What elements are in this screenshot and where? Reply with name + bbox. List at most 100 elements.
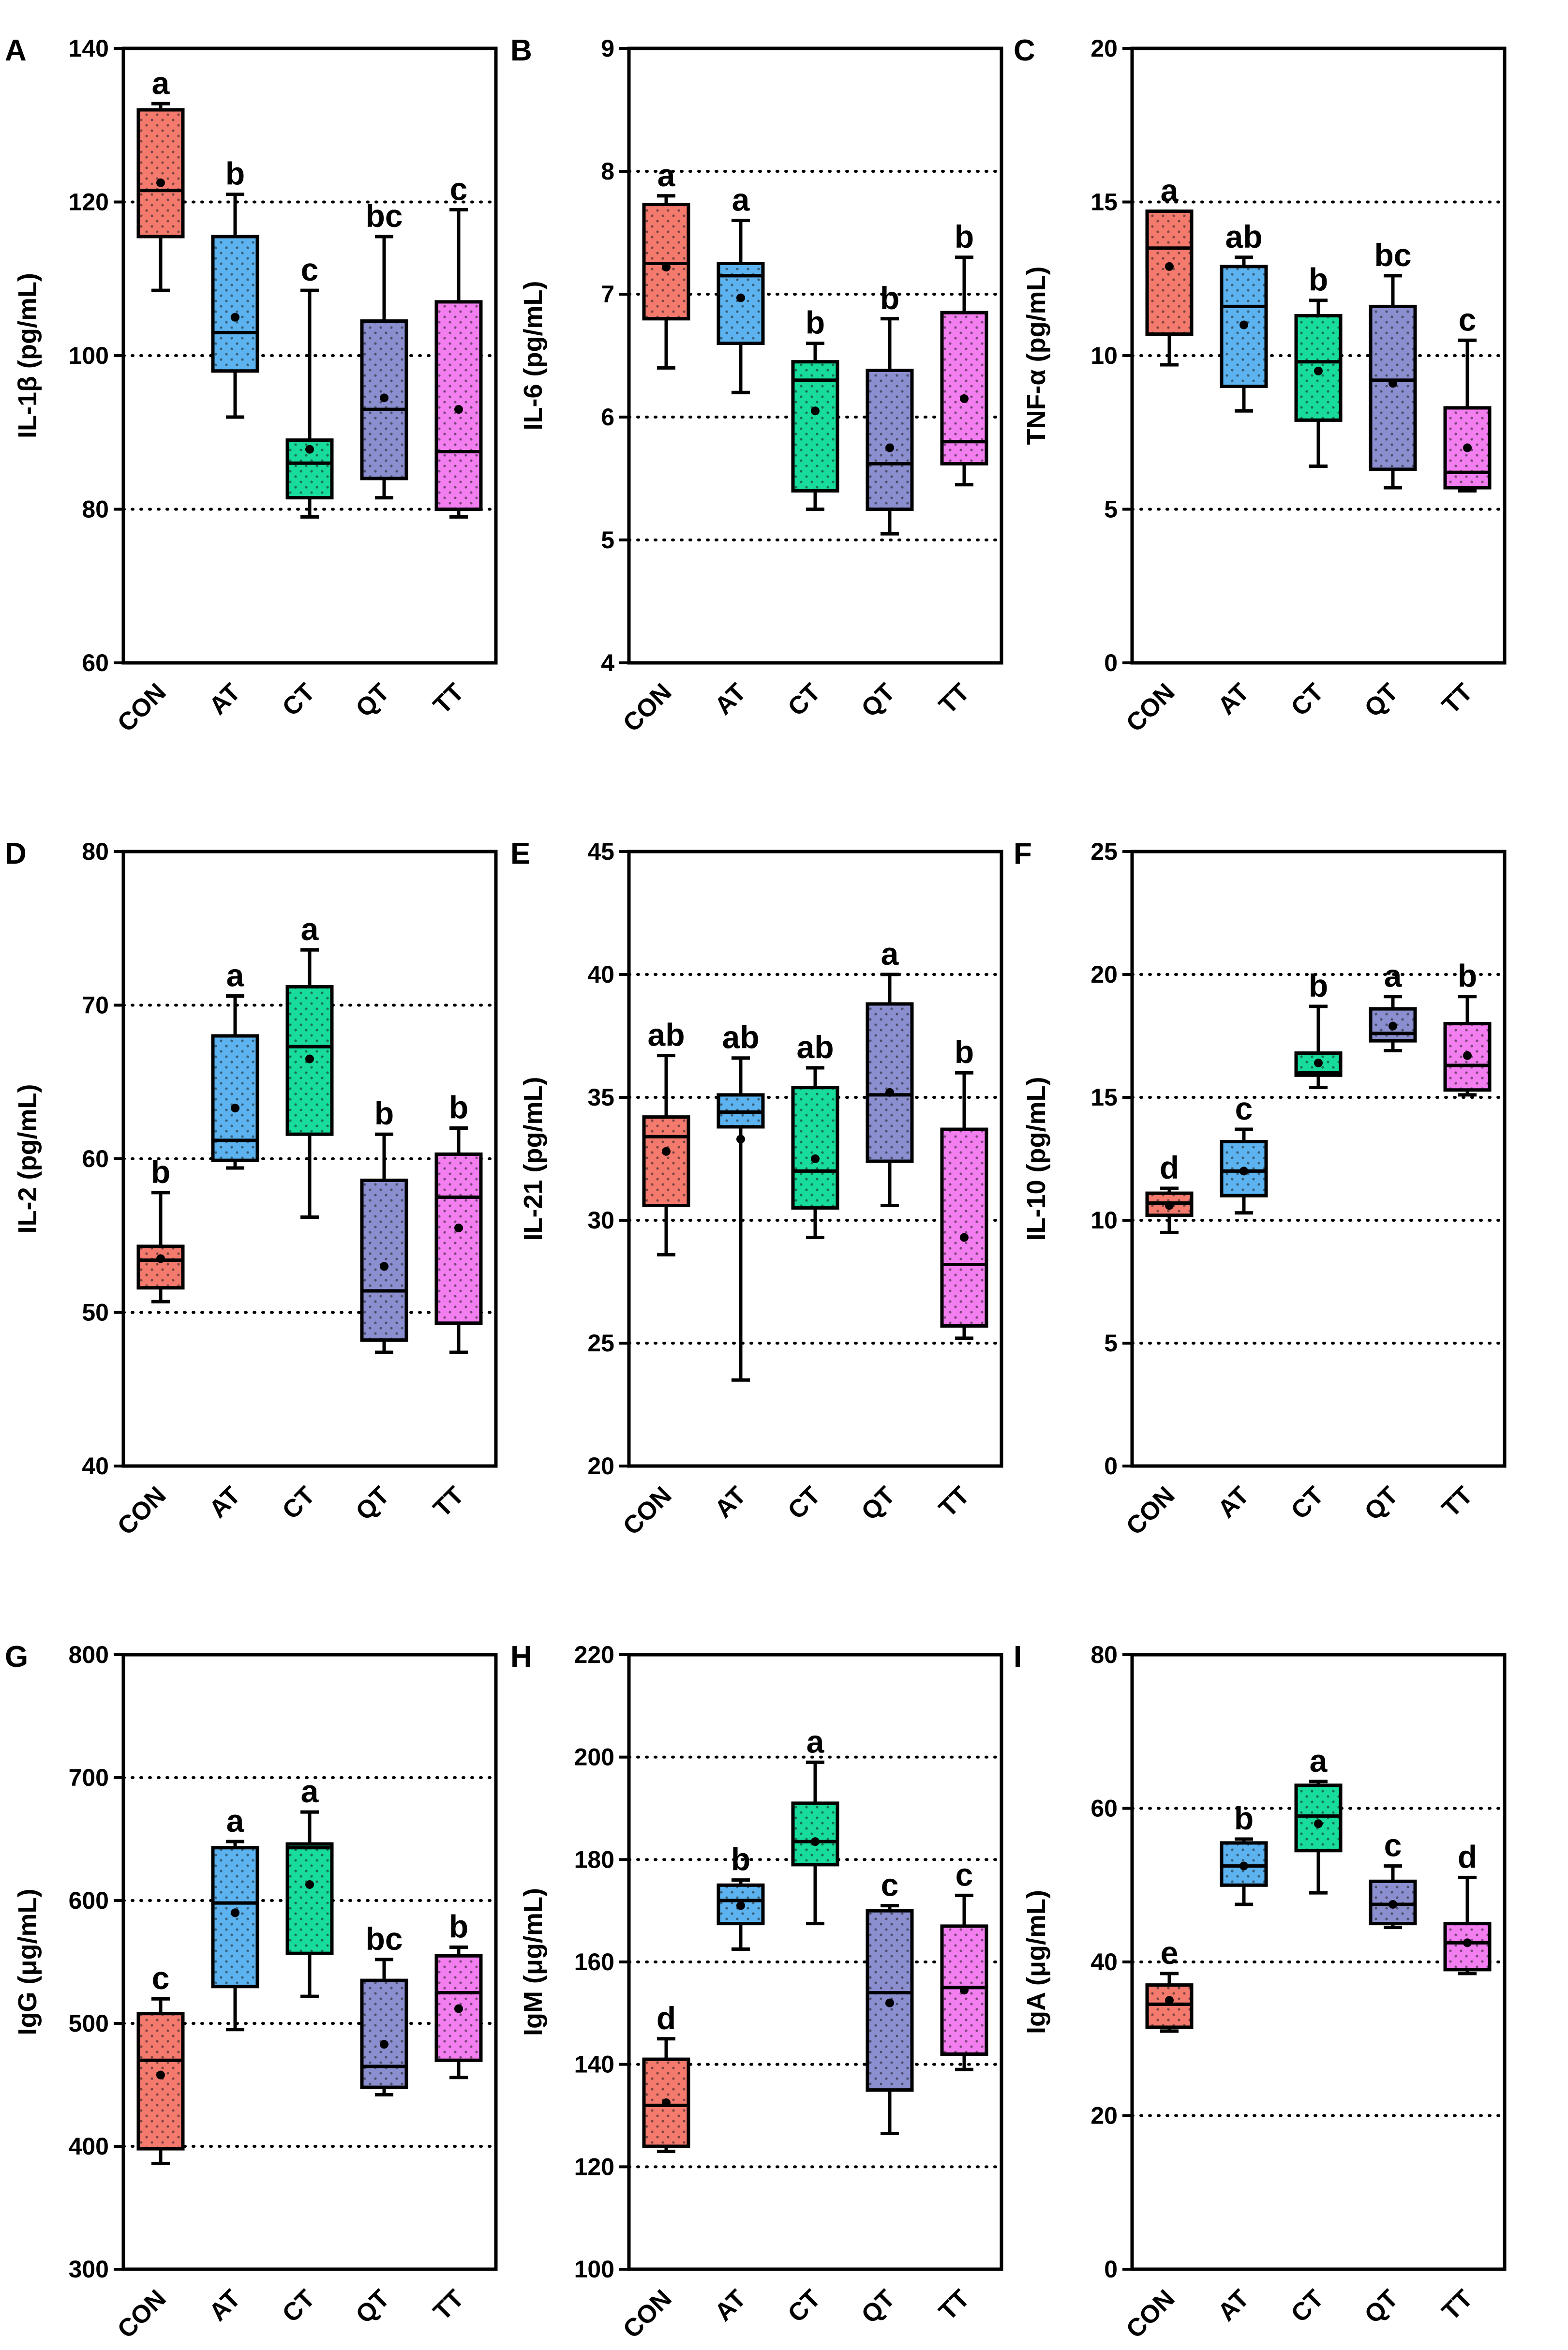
box-tt: b xyxy=(434,1909,483,2080)
y-axis-label: IgA (μg/mL) xyxy=(1022,1890,1051,2034)
panel-f: F IL-10 (pg/mL) 0 5 10 15 20 25 d c b a b CON AT CT QT TT xyxy=(1014,837,1507,1541)
mean-marker xyxy=(231,313,239,322)
mean-marker xyxy=(305,1880,314,1889)
plot-frame xyxy=(627,850,1003,1468)
significance-letter: b xyxy=(151,1154,170,1190)
box-tt: d xyxy=(1443,1839,1492,1976)
significance-letter: b xyxy=(449,1090,468,1125)
panel-d: D IL-2 (pg/mL) 40 50 60 70 80 b a a b b CON AT CT QT TT xyxy=(5,837,498,1541)
y-tick-label: 100 xyxy=(69,342,109,369)
x-tick-label: TT xyxy=(428,1481,470,1523)
mean-marker xyxy=(1463,1938,1472,1947)
panel-label: G xyxy=(5,1640,28,1674)
y-axis-label: IL-1β (pg/mL) xyxy=(13,273,42,438)
box-qt: b xyxy=(360,1095,408,1354)
box-outline xyxy=(285,438,334,500)
y-axis-label: IL-6 (pg/mL) xyxy=(519,281,548,431)
box-texture xyxy=(793,361,837,491)
box-outline xyxy=(1369,304,1417,471)
significance-letter: d xyxy=(1160,1150,1179,1185)
y-tick-label: 60 xyxy=(82,649,109,676)
box-texture xyxy=(942,313,986,464)
significance-letter: b xyxy=(374,1095,394,1131)
significance-letter: a xyxy=(657,157,676,193)
box-qt: c xyxy=(1369,1827,1417,1930)
y-tick-label: 10 xyxy=(1090,1207,1118,1234)
panel-label: H xyxy=(510,1640,532,1674)
box-texture xyxy=(793,1803,837,1865)
box-outline xyxy=(360,1978,408,2089)
box-outline xyxy=(136,2012,185,2151)
y-tick-label: 15 xyxy=(1090,189,1118,216)
y-tick-label: 10 xyxy=(1090,342,1118,369)
box-outline xyxy=(1220,1139,1268,1197)
mean-marker xyxy=(960,1233,969,1242)
significance-letter: bc xyxy=(1374,237,1411,273)
box-qt: bc xyxy=(360,1921,408,2096)
y-tick-label: 5 xyxy=(1104,1330,1118,1357)
mean-marker xyxy=(736,1901,745,1910)
mean-marker xyxy=(1463,1051,1472,1060)
box-tt: b xyxy=(1443,958,1492,1097)
y-tick-label: 80 xyxy=(82,496,109,523)
box-ct: b xyxy=(791,305,839,511)
y-tick-label: 180 xyxy=(574,1846,614,1873)
mean-marker xyxy=(1314,1058,1323,1067)
significance-letter: a xyxy=(1310,1743,1328,1779)
box-at: b xyxy=(717,1841,765,1951)
box-con: a xyxy=(642,157,690,370)
significance-letter: d xyxy=(657,2000,676,2036)
box-tt: b xyxy=(940,219,988,487)
box-at: a xyxy=(717,182,765,394)
x-tick-label: CT xyxy=(782,678,826,721)
x-tick-label: QT xyxy=(350,1481,395,1526)
y-axis-label: IL-2 (pg/mL) xyxy=(13,1084,42,1234)
mean-marker xyxy=(156,1254,165,1263)
x-tick-label: TT xyxy=(428,678,470,719)
x-tick-label: TT xyxy=(1437,2284,1478,2326)
significance-letter: a xyxy=(1384,958,1403,994)
y-tick-label: 80 xyxy=(1090,1641,1118,1668)
panel-label: D xyxy=(5,837,27,870)
box-outline xyxy=(1443,406,1492,490)
y-tick-label: 500 xyxy=(69,2010,109,2037)
mean-marker xyxy=(1389,1900,1397,1909)
y-tick-label: 600 xyxy=(69,1887,109,1914)
box-outline xyxy=(434,300,483,511)
significance-letter: b xyxy=(1234,1800,1254,1836)
mean-marker xyxy=(811,1837,820,1846)
box-outline xyxy=(1145,210,1194,336)
box-outline xyxy=(434,1152,483,1325)
y-tick-label: 25 xyxy=(1090,838,1118,865)
y-tick-label: 5 xyxy=(1104,496,1118,523)
x-tick-label: CT xyxy=(277,1481,320,1525)
box-outline xyxy=(866,1002,914,1163)
y-tick-label: 7 xyxy=(601,281,614,308)
box-ct: a xyxy=(1294,1743,1343,1895)
box-con: d xyxy=(642,2000,690,2154)
box-con: e xyxy=(1145,1935,1194,2033)
significance-letter: b xyxy=(955,1034,974,1070)
box-texture xyxy=(644,1117,688,1206)
mean-marker xyxy=(156,178,165,187)
box-texture xyxy=(287,1844,332,1954)
mean-marker xyxy=(960,394,969,403)
y-tick-label: 120 xyxy=(69,189,109,216)
significance-letter: a xyxy=(301,1773,319,1809)
mean-marker xyxy=(960,1986,969,1995)
panel-label: C xyxy=(1014,34,1035,67)
y-tick-label: 220 xyxy=(574,1641,614,1668)
y-tick-label: 20 xyxy=(1090,961,1118,988)
box-tt: c xyxy=(1443,301,1492,493)
box-outline xyxy=(1220,1841,1268,1887)
significance-letter: b xyxy=(806,305,825,341)
plot-frame xyxy=(121,850,498,1468)
x-tick-label: QT xyxy=(350,678,395,722)
y-axis-label: IgM (μg/mL) xyxy=(519,1888,548,2036)
box-outline xyxy=(1443,1922,1492,1972)
panel-label: E xyxy=(510,837,530,870)
y-tick-label: 20 xyxy=(587,1452,614,1480)
box-outline xyxy=(1294,1783,1343,1853)
x-tick-label: AT xyxy=(709,1481,751,1523)
box-texture xyxy=(1371,306,1415,469)
